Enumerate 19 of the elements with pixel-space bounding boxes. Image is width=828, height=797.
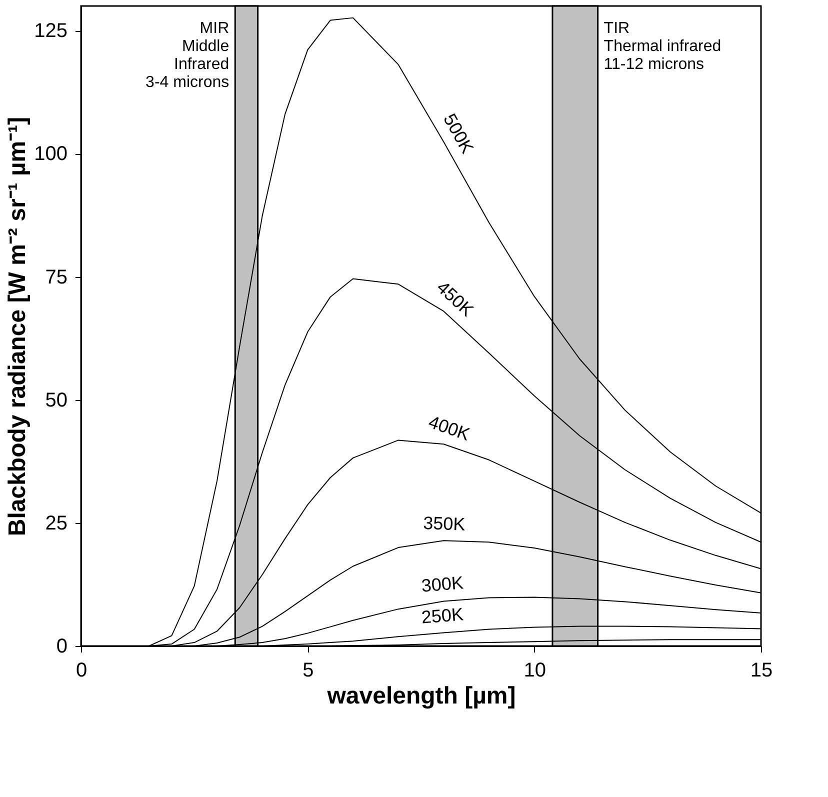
series-label: 250K: [420, 604, 464, 628]
x-axis-title: wavelength [µm]: [326, 682, 516, 710]
y-tick-label: 25: [45, 512, 68, 534]
y-tick-label: 75: [45, 266, 68, 288]
y-tick-label: 50: [45, 389, 68, 412]
band-label: MIR Middle Infrared 3-4 microns: [146, 20, 230, 91]
y-tick-label: 0: [56, 636, 68, 658]
x-tick-label: 10: [524, 660, 546, 682]
y-axis-title: Blackbody radiance [W m⁻² sr⁻¹ µm⁻¹]: [4, 116, 32, 536]
y-tick-label: 125: [34, 20, 68, 42]
x-tick-label: 0: [76, 660, 88, 682]
text: 400K: [426, 412, 472, 444]
x-tick-label: 5: [302, 660, 314, 682]
band-label: TIR Thermal infrared 11-12 microns: [604, 20, 722, 73]
text: 500K: [439, 110, 478, 157]
y-tick-label: 100: [34, 143, 68, 166]
series-label: 300K: [420, 572, 464, 596]
x-tick-label: 15: [750, 660, 773, 682]
series-label: 350K: [422, 512, 466, 534]
